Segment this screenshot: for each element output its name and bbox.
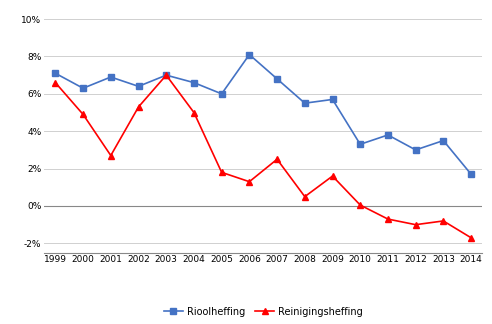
Reinigingsheffing — [163, 73, 169, 77]
Reinigingsheffing — [53, 81, 59, 85]
Rioolheffing — [80, 86, 86, 90]
Reinigingsheffing — [357, 203, 363, 207]
Rioolheffing — [330, 98, 336, 101]
Rioolheffing — [108, 75, 114, 79]
Reinigingsheffing — [413, 223, 419, 226]
Rioolheffing — [357, 142, 363, 146]
Rioolheffing — [413, 148, 419, 152]
Rioolheffing — [385, 133, 391, 137]
Reinigingsheffing — [274, 157, 280, 161]
Reinigingsheffing — [330, 174, 336, 178]
Reinigingsheffing — [385, 217, 391, 221]
Rioolheffing — [163, 73, 169, 77]
Rioolheffing — [136, 85, 142, 88]
Reinigingsheffing — [468, 236, 474, 240]
Legend: Rioolheffing, Reinigingsheffing: Rioolheffing, Reinigingsheffing — [159, 303, 367, 321]
Rioolheffing — [219, 92, 225, 96]
Rioolheffing — [302, 101, 308, 105]
Rioolheffing — [246, 52, 252, 56]
Reinigingsheffing — [80, 112, 86, 116]
Rioolheffing — [274, 77, 280, 81]
Line: Reinigingsheffing: Reinigingsheffing — [53, 72, 474, 240]
Rioolheffing — [53, 71, 59, 75]
Reinigingsheffing — [440, 219, 446, 223]
Reinigingsheffing — [191, 110, 197, 114]
Reinigingsheffing — [302, 195, 308, 199]
Rioolheffing — [191, 81, 197, 85]
Reinigingsheffing — [219, 170, 225, 174]
Rioolheffing — [468, 172, 474, 176]
Reinigingsheffing — [246, 180, 252, 184]
Rioolheffing — [440, 139, 446, 143]
Line: Rioolheffing: Rioolheffing — [53, 52, 474, 177]
Reinigingsheffing — [136, 105, 142, 109]
Reinigingsheffing — [108, 154, 114, 157]
